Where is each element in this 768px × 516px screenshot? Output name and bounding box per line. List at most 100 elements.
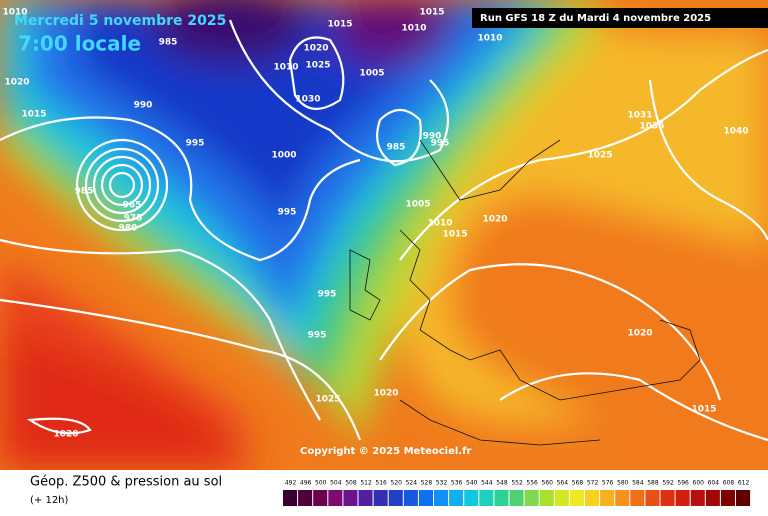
- isobar-label: 995: [318, 290, 337, 300]
- forecast-time: 7:00 locale: [18, 32, 141, 56]
- legend-label: 604: [708, 480, 720, 487]
- footer-lead: (+ 12h): [30, 495, 69, 506]
- legend-label: 600: [693, 480, 705, 487]
- isobar-label: 1010: [273, 63, 298, 73]
- isobar-label: 1020: [303, 44, 328, 54]
- legend-label: 504: [330, 480, 342, 487]
- legend-swatch: [449, 490, 464, 506]
- isobar-label: 995: [278, 208, 297, 218]
- legend-label: 580: [617, 480, 629, 487]
- legend-swatch: [690, 490, 705, 506]
- isobar-label: 1000: [271, 151, 296, 161]
- isobar-label: 1031: [627, 111, 652, 121]
- isobar-label: 1010: [427, 219, 452, 229]
- legend-swatch: [494, 490, 509, 506]
- isobar-label: 1035: [639, 122, 664, 132]
- coastlines: [349, 139, 701, 446]
- isobar-label: 1020: [482, 215, 507, 225]
- legend-label: 568: [572, 480, 584, 487]
- legend-label: 540: [466, 480, 478, 487]
- isobar-label: 1030: [295, 95, 320, 105]
- isobar-label: 1025: [315, 395, 340, 405]
- isobar-label: 1020: [53, 430, 78, 440]
- isobar-label: 1020: [373, 389, 398, 399]
- legend-swatch: [645, 490, 660, 506]
- legend-swatch: [554, 490, 569, 506]
- legend-label: 520: [391, 480, 403, 487]
- legend-swatch: [615, 490, 630, 506]
- isobar-label: 1020: [4, 78, 29, 88]
- legend-swatch: [660, 490, 675, 506]
- legend-label: 512: [360, 480, 372, 487]
- isobar-label: 985: [75, 187, 94, 197]
- run-info: Run GFS 18 Z du Mardi 4 novembre 2025: [480, 13, 711, 24]
- isobar-label: 995: [431, 139, 450, 149]
- isobar-label: 1025: [587, 151, 612, 161]
- legend-swatch: [509, 490, 524, 506]
- isobar-label: 1005: [359, 69, 384, 79]
- isobar-label: 980: [119, 224, 138, 234]
- legend-swatch: [539, 490, 554, 506]
- legend-label: 496: [300, 480, 312, 487]
- isobar-label: 1010: [401, 24, 426, 34]
- forecast-date: Mercredi 5 novembre 2025: [14, 13, 226, 29]
- legend-label: 612: [738, 480, 750, 487]
- isobar-label: 1015: [691, 405, 716, 415]
- legend-swatch: [600, 490, 615, 506]
- legend-swatch: [403, 490, 418, 506]
- legend-swatch: [283, 490, 298, 506]
- legend-swatch: [313, 490, 328, 506]
- legend-label: 500: [315, 480, 327, 487]
- isobar-label: 1025: [305, 61, 330, 71]
- legend-label: 564: [557, 480, 569, 487]
- legend-label: 524: [406, 480, 418, 487]
- legend-label: 544: [481, 480, 493, 487]
- legend-swatch: [373, 490, 388, 506]
- legend-label: 596: [677, 480, 689, 487]
- isobar-label: 995: [186, 139, 205, 149]
- isobar-labels: 1010 985 1015 1015 1010 1010 1020 1025 1010 1005 1…: [2, 8, 748, 440]
- isobar-label: 985: [387, 143, 406, 153]
- legend-label: 516: [375, 480, 387, 487]
- isobar-label: 975: [124, 214, 143, 224]
- isobar-label: 990: [134, 101, 153, 111]
- legend-swatch: [358, 490, 373, 506]
- isobar-label: 1005: [405, 200, 430, 210]
- isobars: [0, 19, 768, 442]
- legend-swatch: [388, 490, 403, 506]
- legend-label: 532: [436, 480, 448, 487]
- legend-label: 552: [511, 480, 523, 487]
- legend-label: 576: [602, 480, 614, 487]
- legend-label: 560: [542, 480, 554, 487]
- legend-swatch: [434, 490, 449, 506]
- legend-label: 588: [647, 480, 659, 487]
- isobar-label: 995: [308, 331, 327, 341]
- legend-label: 556: [526, 480, 538, 487]
- legend-swatch: [298, 490, 313, 506]
- isobar-label: 990: [423, 132, 442, 142]
- legend-swatch: [736, 490, 751, 506]
- legend-swatch: [705, 490, 720, 506]
- footer-title: Géop. Z500 & pression au sol: [30, 475, 222, 490]
- legend-swatch: [585, 490, 600, 506]
- run-banner: [472, 8, 768, 28]
- legend-label: 572: [587, 480, 599, 487]
- legend-label: 584: [632, 480, 644, 487]
- legend-label: 536: [451, 480, 463, 487]
- legend-label: 548: [496, 480, 508, 487]
- legend-swatch: [418, 490, 433, 506]
- isobar-label: 1010: [477, 34, 502, 44]
- isobar-label: 1015: [419, 8, 444, 18]
- legend-swatch: [328, 490, 343, 506]
- legend-swatch: [569, 490, 584, 506]
- legend-swatch: [479, 490, 494, 506]
- isobar-label: 1015: [327, 20, 352, 30]
- legend-swatch: [524, 490, 539, 506]
- legend-swatch: [630, 490, 645, 506]
- legend-swatch: [343, 490, 358, 506]
- colorbar: 492 496 500 504 508 512 516 520 524 528 532 536 540 5…: [283, 480, 751, 506]
- isobar-label: 965: [123, 201, 142, 211]
- legend-label: 608: [723, 480, 735, 487]
